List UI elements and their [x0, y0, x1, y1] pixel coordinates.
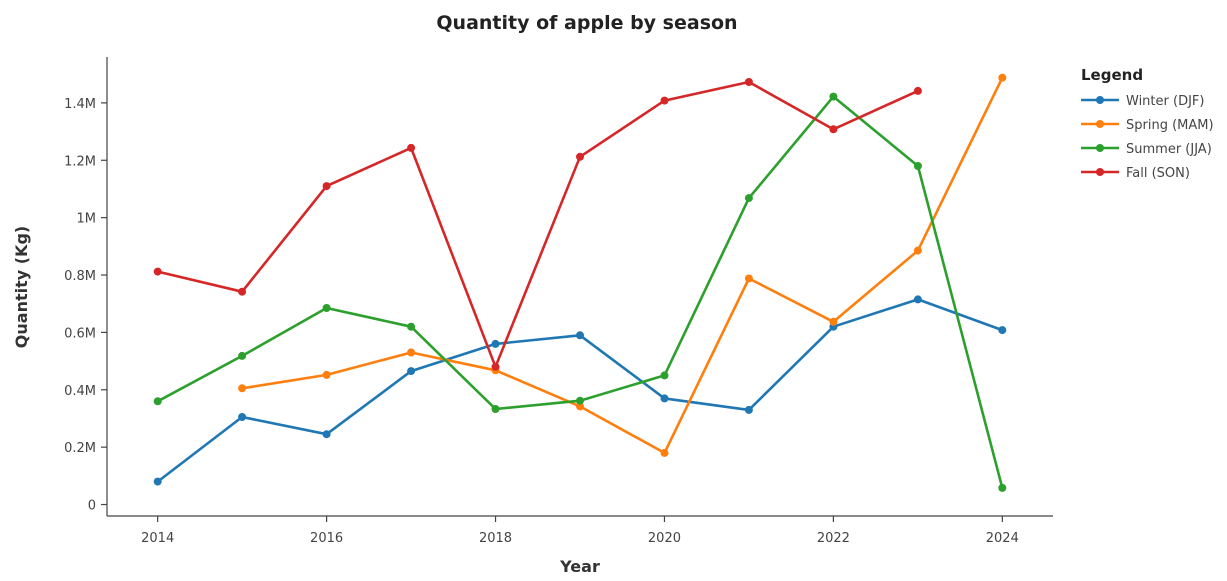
legend-label: Summer (JJA)	[1126, 142, 1212, 157]
data-point-fall-son	[238, 287, 247, 296]
data-point-summer-jja	[660, 371, 669, 380]
legend[interactable]: Legend Winter (DJF) Spring (MAM) Summer (J…	[1081, 66, 1214, 181]
y-tick-label: 1.4M	[64, 97, 96, 112]
data-point-winter-djf	[744, 405, 753, 414]
legend-label: Fall (SON)	[1126, 166, 1190, 181]
data-point-spring-mam	[998, 73, 1007, 82]
data-point-winter-djf	[913, 295, 922, 304]
x-tick-label: 2014	[141, 531, 174, 546]
data-point-fall-son	[407, 143, 416, 152]
data-point-summer-jja	[998, 483, 1007, 492]
data-point-summer-jja	[829, 92, 838, 101]
data-point-summer-jja	[576, 396, 584, 405]
series-line-spring-mam	[241, 77, 1004, 455]
data-point-winter-djf	[660, 394, 669, 403]
data-point-summer-jja	[153, 397, 162, 406]
legend-swatch-marker	[1096, 168, 1104, 176]
legend-swatch-marker	[1096, 120, 1104, 128]
x-tick-label: 2016	[310, 531, 343, 546]
legend-item-summer-jja[interactable]: Summer (JJA)	[1081, 142, 1212, 157]
data-point-fall-son	[322, 182, 331, 191]
y-tick-label: 0.6M	[64, 326, 96, 341]
data-point-winter-djf	[576, 331, 584, 340]
data-point-winter-djf	[407, 367, 416, 376]
data-point-spring-mam	[576, 402, 584, 411]
x-tick-label: 2018	[479, 531, 512, 546]
data-point-spring-mam	[829, 317, 838, 326]
data-point-summer-jja	[407, 322, 416, 331]
plot-area: 0 0.2M 0.4M 0.6M 0.8M 1M 1.2M 1.4M 2014 2016 2018 2…	[64, 57, 1053, 546]
data-point-fall-son	[829, 125, 838, 134]
data-point-summer-jja	[491, 405, 500, 413]
data-point-summer-jja	[322, 304, 331, 312]
data-point-spring-mam	[744, 274, 753, 283]
x-tick-label: 2024	[986, 531, 1019, 546]
x-tick-label: 2020	[648, 531, 681, 546]
data-point-summer-jja	[913, 162, 922, 170]
legend-item-spring-mam[interactable]: Spring (MAM)	[1081, 118, 1214, 133]
y-tick-label: 0.2M	[64, 441, 96, 456]
data-point-fall-son	[744, 78, 753, 86]
series-line-fall-son	[157, 80, 919, 369]
data-point-winter-djf	[322, 430, 331, 439]
y-tick-label: 1M	[77, 212, 97, 227]
data-point-spring-mam	[407, 348, 416, 357]
x-tick-label: 2022	[817, 531, 850, 546]
data-point-summer-jja	[744, 194, 753, 203]
series-line-winter-djf	[156, 298, 1003, 483]
y-tick-label: 1.2M	[64, 154, 96, 169]
y-tick-label: 0	[88, 499, 96, 514]
data-point-fall-son	[491, 362, 500, 371]
y-axis-title: Quantity (Kg)	[12, 226, 31, 348]
data-point-winter-djf	[153, 477, 162, 486]
legend-label: Spring (MAM)	[1126, 118, 1214, 133]
data-point-spring-mam	[913, 246, 922, 255]
legend-swatch-marker	[1096, 96, 1104, 104]
x-axis-title: Year	[559, 557, 600, 576]
data-point-winter-djf	[238, 413, 247, 421]
legend-item-winter-djf[interactable]: Winter (DJF)	[1081, 94, 1204, 109]
data-point-fall-son	[153, 267, 162, 276]
legend-item-fall-son[interactable]: Fall (SON)	[1081, 166, 1190, 181]
chart-title: Quantity of apple by season	[436, 12, 737, 34]
legend-title: Legend	[1081, 66, 1143, 84]
legend-swatch-marker	[1096, 144, 1104, 152]
data-point-spring-mam	[238, 384, 247, 393]
data-point-winter-djf	[998, 326, 1007, 335]
data-point-summer-jja	[238, 351, 247, 360]
data-point-fall-son	[660, 96, 669, 105]
data-point-spring-mam	[660, 448, 669, 457]
legend-label: Winter (DJF)	[1126, 94, 1204, 109]
data-point-spring-mam	[322, 370, 331, 379]
y-tick-label: 0.8M	[64, 269, 96, 284]
data-point-fall-son	[913, 86, 922, 95]
data-point-winter-djf	[491, 339, 500, 348]
y-tick-label: 0.4M	[64, 384, 96, 399]
data-point-fall-son	[576, 152, 584, 161]
